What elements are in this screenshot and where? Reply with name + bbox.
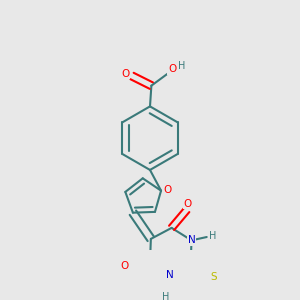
- Text: H: H: [162, 292, 170, 300]
- Text: O: O: [168, 64, 176, 74]
- Text: O: O: [121, 69, 129, 79]
- Text: H: H: [178, 61, 185, 71]
- Text: N: N: [166, 270, 174, 280]
- Text: H: H: [209, 231, 217, 241]
- Text: O: O: [164, 185, 172, 195]
- Text: O: O: [120, 261, 128, 271]
- Text: O: O: [184, 199, 192, 209]
- Text: S: S: [210, 272, 217, 282]
- Text: N: N: [188, 235, 195, 245]
